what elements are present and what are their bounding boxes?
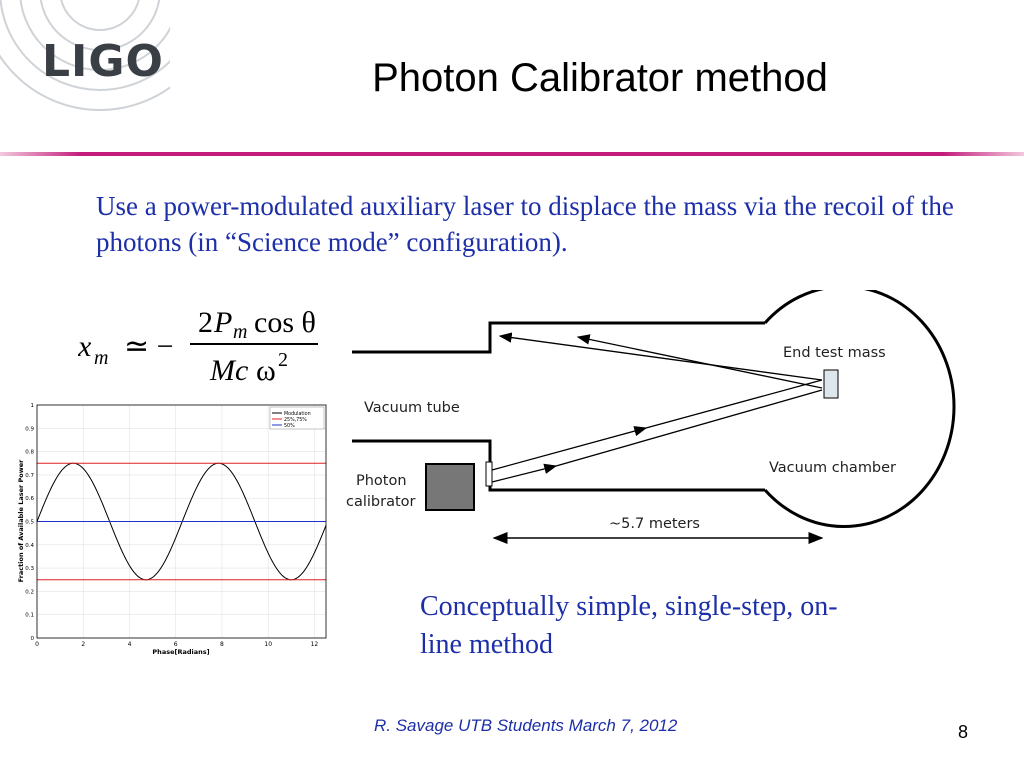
footer-credit: R. Savage UTB Students March 7, 2012: [374, 716, 678, 735]
y-tick-label: 1: [31, 403, 35, 409]
formula-num-sub: m: [233, 321, 247, 343]
title-divider: [0, 152, 1024, 156]
page-number: 8: [958, 722, 969, 742]
legend-entry: 25%,75%: [284, 417, 307, 423]
ligo-logo: LIGO: [42, 36, 164, 87]
formula-relation: ≃ −: [124, 330, 174, 363]
plot-ylabel: Fraction of Available Laser Power: [17, 459, 25, 582]
plot-tick-labels: 0 2 4 6 8 10 12 0 0.1 0.2 0.3 0.4 0.5 0.6 0.7 0.8 0.9 1: [25, 403, 318, 648]
conclusion-text: Conceptually simple, single-step, on-lin…: [420, 591, 838, 660]
y-tick-label: 0.8: [25, 450, 34, 456]
x-tick-label: 6: [174, 641, 178, 648]
y-tick-label: 0.7: [25, 473, 34, 479]
formula-denominator: Mc: [209, 354, 248, 387]
label-end-test-mass: End test mass: [783, 345, 886, 361]
plot-xlabel: Phase[Radians]: [152, 648, 209, 656]
reflected-beam-lower: [576, 334, 823, 389]
y-tick-label: 0.1: [25, 613, 34, 619]
y-tick-label: 0.4: [25, 543, 34, 549]
plot-series-group: [36, 462, 327, 581]
slide-title: Photon Calibrator method: [372, 56, 828, 100]
y-tick-label: 0.9: [25, 426, 34, 432]
formula-lhs-sub: m: [94, 347, 108, 369]
y-tick-label: 0.3: [25, 566, 34, 572]
label-vacuum-tube: Vacuum tube: [364, 400, 460, 416]
logo-rings-graphic: [0, 0, 170, 111]
formula-lhs: x: [78, 330, 92, 363]
incoming-beam-lower: [491, 463, 558, 483]
plot-background: [14, 398, 334, 660]
series-line-modulation: [36, 462, 327, 581]
intro-text: Use a power-modulated auxiliary laser to…: [96, 191, 954, 257]
x-tick-label: 8: [220, 641, 224, 648]
vacuum-chamber-outline: [763, 290, 956, 528]
legend-entry: 50%: [284, 423, 295, 429]
formula-num-trig: cos θ: [254, 306, 316, 339]
y-tick-label: 0: [31, 636, 35, 642]
reflected-beam-upper: [498, 332, 823, 381]
label-vacuum-chamber: Vacuum chamber: [769, 460, 896, 476]
legend-entry: Modulation: [284, 411, 311, 417]
recoil-formula: x m ≃ − 2 P m cos θ Mc ω 2: [78, 306, 318, 387]
y-tick-label: 0.5: [25, 520, 34, 526]
label-distance: ~5.7 meters: [609, 516, 700, 532]
vacuum-tube-upper-wall: [352, 321, 765, 354]
x-tick-label: 10: [264, 641, 272, 648]
modulation-plot: 0 2 4 6 8 10 12 0 0.1 0.2 0.3 0.4 0.5 0.6 0.7 0.8 0.9 1 P…: [14, 398, 334, 660]
end-test-mass: [823, 369, 839, 399]
y-tick-label: 0.2: [25, 589, 34, 595]
formula-den-exp: 2: [278, 349, 288, 371]
x-tick-label: 2: [81, 641, 85, 648]
formula-den-omega: ω: [256, 354, 276, 387]
label-photon-line2: calibrator: [346, 494, 416, 510]
legend-box: [269, 406, 325, 430]
formula-num-var: P: [213, 306, 232, 339]
incoming-beam-upper: [491, 426, 648, 471]
formula-num-coef: 2: [198, 306, 213, 339]
label-photon-line1: Photon: [356, 473, 407, 489]
photon-calibrator-diagram: End test mass Vacuum tube Vacuum chamber…: [346, 290, 956, 544]
x-tick-label: 0: [35, 641, 39, 648]
plot-frame: [36, 404, 327, 639]
x-tick-label: 4: [128, 641, 132, 648]
viewport-window: [485, 461, 493, 487]
x-tick-label: 12: [311, 641, 319, 648]
y-tick-label: 0.6: [25, 496, 34, 502]
photon-calibrator-box: [425, 463, 475, 511]
